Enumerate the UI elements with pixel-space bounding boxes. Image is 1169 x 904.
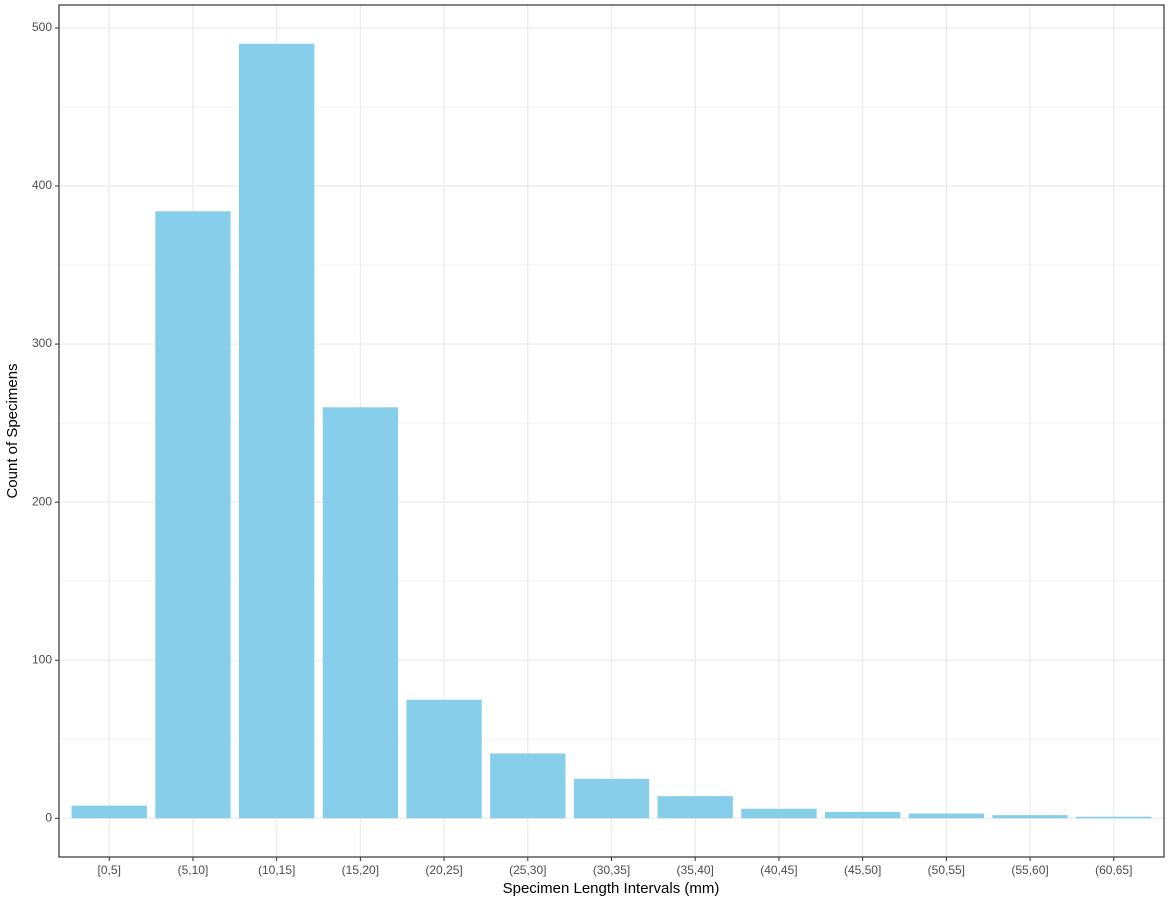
bar	[741, 808, 817, 819]
bar	[992, 815, 1068, 819]
x-tick-label: (15,20]	[342, 863, 379, 877]
bar	[657, 796, 733, 819]
bar	[322, 407, 399, 819]
y-tick-label: 200	[32, 494, 52, 508]
x-tick-label: (40,45]	[760, 863, 797, 877]
bar	[1076, 816, 1152, 819]
bar	[824, 811, 901, 819]
x-tick-label: (5,10]	[178, 863, 209, 877]
bar	[573, 778, 650, 819]
y-tick-label: 500	[32, 20, 52, 34]
y-tick-label: 300	[32, 336, 52, 350]
x-tick-label: (55,60]	[1011, 863, 1048, 877]
bar	[71, 805, 147, 819]
x-axis-title: Specimen Length Intervals (mm)	[503, 880, 720, 897]
x-tick-label: (50,55]	[928, 863, 965, 877]
bar	[406, 699, 482, 819]
bar	[908, 813, 985, 819]
bar	[238, 43, 315, 819]
y-axis-title: Count of Specimens	[4, 363, 21, 498]
x-tick-label: (45,50]	[844, 863, 881, 877]
y-tick-label: 100	[32, 652, 52, 666]
bar	[155, 211, 231, 819]
x-tick-label: (10,15]	[258, 863, 295, 877]
y-tick-label: 400	[32, 178, 52, 192]
x-tick-label: (25,30]	[509, 863, 546, 877]
x-tick-label: [0,5]	[98, 863, 121, 877]
bar	[490, 753, 566, 819]
y-tick-label: 0	[45, 810, 52, 824]
panel-border	[58, 4, 1165, 858]
x-tick-label: (20,25]	[425, 863, 462, 877]
x-tick-label: (30,35]	[593, 863, 630, 877]
x-tick-label: (60,65]	[1095, 863, 1132, 877]
x-tick-label: (35,40]	[677, 863, 714, 877]
